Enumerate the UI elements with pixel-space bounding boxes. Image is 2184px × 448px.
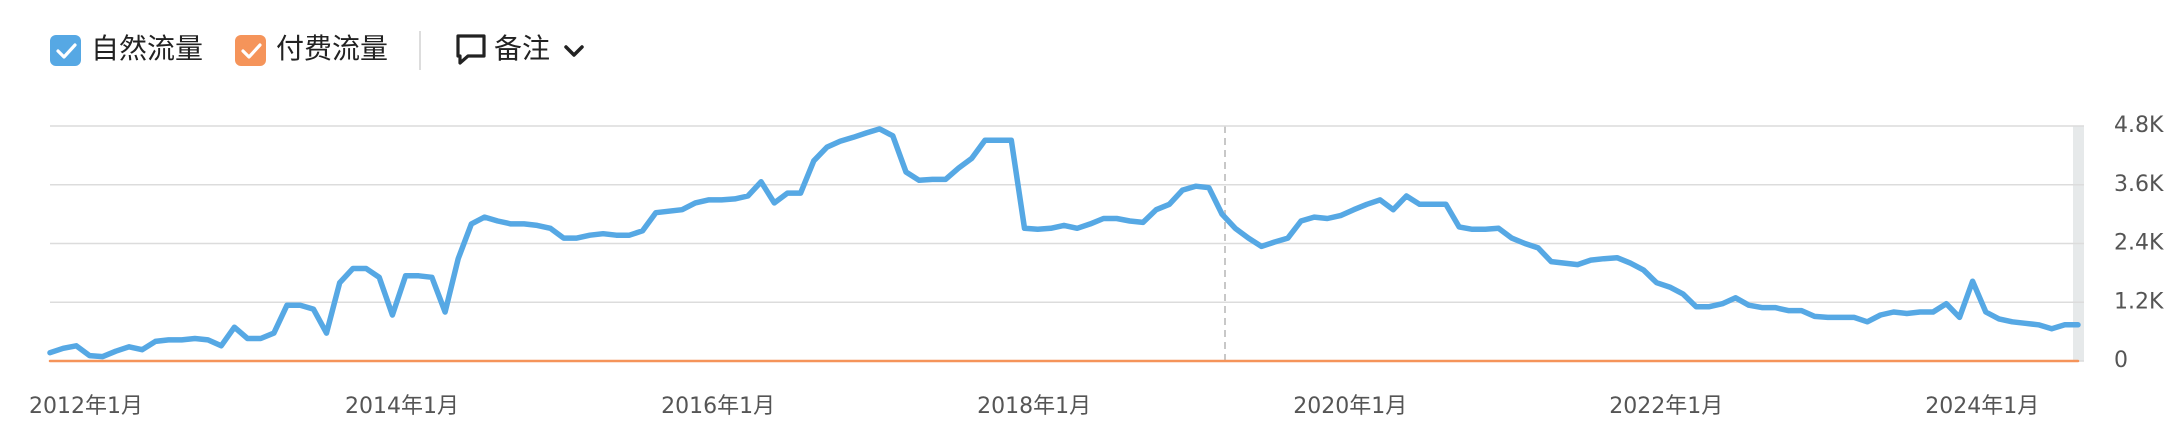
x-tick-label: 2022年1月 <box>1609 394 1723 419</box>
notes-button[interactable]: 备注 <box>456 32 584 65</box>
y-tick-label: 2.4K <box>2114 231 2164 256</box>
x-tick-label: 2014年1月 <box>345 394 459 419</box>
y-tick-label: 0 <box>2114 348 2128 373</box>
series-line <box>47 126 2081 360</box>
legend-label: 付费流量 <box>276 32 388 65</box>
legend-item[interactable]: 自然流量 <box>50 32 203 66</box>
y-tick-label: 4.8K <box>2114 113 2164 138</box>
check-mark <box>56 43 77 59</box>
chevron <box>564 45 584 57</box>
legend: 自然流量 付费流量 <box>50 32 388 66</box>
y-tick-label: 1.2K <box>2114 289 2164 314</box>
legend-item[interactable]: 付费流量 <box>235 32 388 66</box>
x-tick-label: 2016年1月 <box>661 394 775 419</box>
x-tick-label: 2018年1月 <box>977 394 1091 419</box>
check-mark <box>241 43 262 59</box>
x-tick-label: 2024年1月 <box>1925 394 2039 419</box>
x-tick-label: 2020年1月 <box>1293 394 1407 419</box>
comment-icon <box>456 34 486 65</box>
notes-label: 备注 <box>494 32 550 65</box>
legend-checkbox <box>235 35 266 66</box>
x-tick-label: 2012年1月 <box>29 394 143 419</box>
y-tick-label: 3.6K <box>2114 172 2164 197</box>
legend-label: 自然流量 <box>91 32 203 65</box>
legend-checkbox <box>50 35 81 66</box>
